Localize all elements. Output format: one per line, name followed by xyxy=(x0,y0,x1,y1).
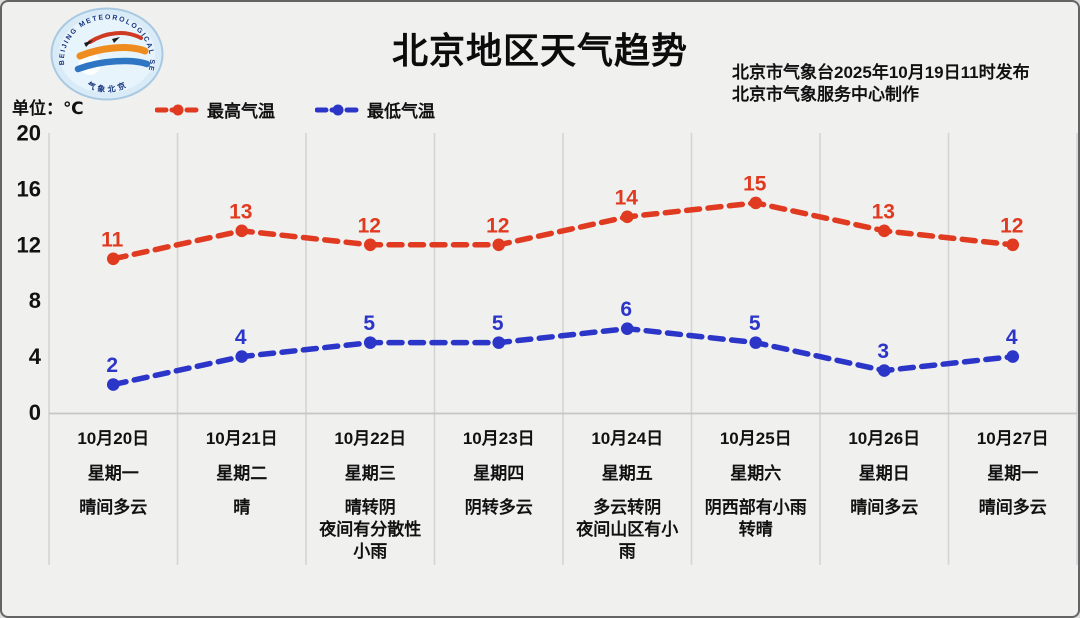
data-point-label: 12 xyxy=(1000,214,1023,237)
weather-label: 转晴 xyxy=(739,519,773,539)
data-point xyxy=(106,378,120,391)
data-point-label: 12 xyxy=(486,214,509,237)
series-line xyxy=(110,200,1016,262)
data-point-label: 2 xyxy=(106,354,118,377)
legend-label-high-temp: 最高气温 xyxy=(207,102,275,121)
date-label: 10月25日 xyxy=(720,429,792,448)
data-point-label: 4 xyxy=(235,326,247,349)
data-point-label: 3 xyxy=(877,340,889,363)
weekday-label: 星期日 xyxy=(859,464,910,483)
data-point xyxy=(877,364,891,377)
data-point-label: 13 xyxy=(229,200,252,223)
date-label: 10月24日 xyxy=(591,429,663,448)
weather-label: 晴间多云 xyxy=(979,497,1047,517)
low-temp-line-swatch-icon xyxy=(315,104,363,115)
date-label: 10月20日 xyxy=(77,429,149,448)
weather-label: 夜间有分散性 xyxy=(318,519,421,539)
data-point xyxy=(235,350,249,363)
data-point xyxy=(620,322,634,335)
date-label: 10月21日 xyxy=(206,429,278,448)
data-point xyxy=(1006,350,1020,363)
weekday-label: 星期三 xyxy=(345,464,396,483)
y-tick-label: 8 xyxy=(29,288,41,313)
produced-by-line: 北京市气象服务中心制作 xyxy=(732,85,919,104)
date-label: 10月22日 xyxy=(334,429,406,448)
data-point xyxy=(106,252,120,266)
weather-label: 阴转多云 xyxy=(465,497,533,517)
weekday-label: 星期一 xyxy=(88,464,139,483)
data-point-label: 12 xyxy=(358,214,381,237)
page-title: 北京地区天气趋势 xyxy=(391,30,688,71)
data-point-label: 5 xyxy=(749,312,761,335)
unit-label: 单位：℃ xyxy=(12,99,84,118)
weekday-label: 星期二 xyxy=(216,464,267,483)
weather-label: 雨 xyxy=(619,542,636,561)
weekday-label: 星期六 xyxy=(730,463,781,483)
data-point xyxy=(1006,238,1020,252)
data-point xyxy=(235,224,249,238)
weather-label: 多云转阴 xyxy=(593,497,661,517)
beijing-meteorological-service-logo: BEIJING METEOROLOGICAL SERVICE 气象北京 xyxy=(50,7,164,101)
weather-label: 阴西部有小雨 xyxy=(705,497,807,517)
weather-label: 晴间多云 xyxy=(850,497,918,517)
chart-legend: 最高气温 最低气温 xyxy=(155,97,435,122)
data-point xyxy=(877,224,891,238)
data-point xyxy=(749,336,763,349)
series-line xyxy=(110,325,1016,388)
weather-label: 晴间多云 xyxy=(79,497,147,517)
data-point xyxy=(492,238,506,252)
y-tick-label: 0 xyxy=(29,400,41,425)
publisher-info: 北京市气象台2025年10月19日11时发布 北京市气象服务中心制作 xyxy=(732,62,1030,106)
date-label: 10月27日 xyxy=(977,429,1049,448)
date-label: 10月23日 xyxy=(463,429,535,448)
date-label: 10月26日 xyxy=(848,429,920,448)
data-point xyxy=(363,336,377,349)
high-temp-line-swatch-icon xyxy=(155,104,203,115)
legend-item-low-temp: 最低气温 xyxy=(315,97,435,122)
y-tick-label: 20 xyxy=(17,121,41,146)
weekday-label: 星期四 xyxy=(473,464,524,483)
data-point-label: 6 xyxy=(620,298,632,321)
data-point xyxy=(492,336,506,349)
y-tick-label: 16 xyxy=(17,176,41,201)
weather-label: 小雨 xyxy=(353,542,387,561)
legend-label-low-temp: 最低气温 xyxy=(367,102,435,121)
weather-label: 夜间山区有小 xyxy=(575,519,678,539)
data-point-label: 11 xyxy=(101,228,124,251)
weekday-label: 星期一 xyxy=(987,464,1038,483)
weather-label: 晴 xyxy=(233,498,250,517)
issued-by-line: 北京市气象台2025年10月19日11时发布 xyxy=(732,63,1030,82)
data-point xyxy=(620,210,634,224)
data-point xyxy=(749,196,763,210)
weather-label: 晴转阴 xyxy=(345,497,396,517)
legend-item-high-temp: 最高气温 xyxy=(155,97,275,122)
data-point-label: 14 xyxy=(615,186,639,209)
data-point-label: 4 xyxy=(1006,326,1018,349)
data-point xyxy=(363,238,377,252)
data-point-label: 5 xyxy=(492,312,504,335)
data-point-label: 5 xyxy=(363,312,375,335)
y-tick-label: 12 xyxy=(17,232,41,257)
data-point-label: 15 xyxy=(743,172,767,195)
weekday-label: 星期五 xyxy=(602,464,653,483)
data-point-label: 13 xyxy=(872,200,895,223)
y-tick-label: 4 xyxy=(29,344,42,369)
